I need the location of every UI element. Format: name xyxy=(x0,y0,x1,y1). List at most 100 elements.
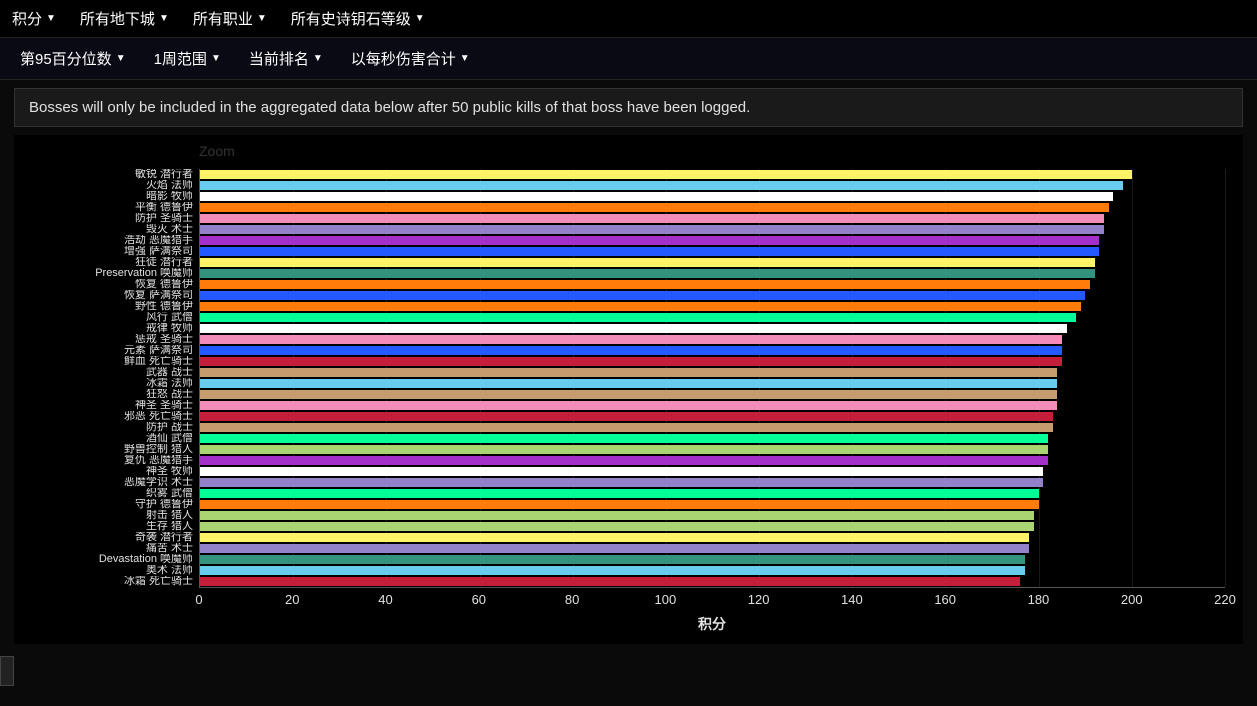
secondary-filter-1[interactable]: 1周范围▼ xyxy=(154,48,221,69)
bar[interactable] xyxy=(200,489,1039,498)
x-tick: 80 xyxy=(565,592,579,607)
bar-row xyxy=(200,499,1225,510)
primary-filter-2[interactable]: 所有职业▼ xyxy=(193,8,267,29)
bar[interactable] xyxy=(200,401,1057,410)
bar-row xyxy=(200,312,1225,323)
bar[interactable] xyxy=(200,423,1053,432)
secondary-filter-3[interactable]: 以每秒伤害合计▼ xyxy=(351,48,470,69)
secondary-filter-bar: 第95百分位数▼ 1周范围▼ 当前排名▼ 以每秒伤害合计▼ xyxy=(0,38,1257,80)
x-tick: 0 xyxy=(195,592,202,607)
spec-label: 邪恶 死亡骑士 xyxy=(24,411,193,422)
bar[interactable] xyxy=(200,500,1039,509)
bar-row xyxy=(200,477,1225,488)
bar[interactable] xyxy=(200,181,1123,190)
bar[interactable] xyxy=(200,258,1095,267)
spec-label: 射击 猎人 xyxy=(24,510,193,521)
bar-row xyxy=(200,268,1225,279)
bar[interactable] xyxy=(200,203,1109,212)
bar[interactable] xyxy=(200,544,1029,553)
bar[interactable] xyxy=(200,478,1043,487)
secondary-filter-2[interactable]: 当前排名▼ xyxy=(249,48,323,69)
bar-row xyxy=(200,169,1225,180)
bar[interactable] xyxy=(200,280,1090,289)
bar[interactable] xyxy=(200,434,1048,443)
caret-down-icon: ▼ xyxy=(46,13,56,24)
caret-down-icon: ▼ xyxy=(257,13,267,24)
bar-row xyxy=(200,389,1225,400)
filter-label: 当前排名 xyxy=(249,48,309,69)
bar-row xyxy=(200,213,1225,224)
grid-line xyxy=(1225,169,1226,587)
bar[interactable] xyxy=(200,214,1104,223)
bar[interactable] xyxy=(200,247,1099,256)
spec-label: 野兽控制 猎人 xyxy=(24,444,193,455)
bar[interactable] xyxy=(200,456,1048,465)
bar-row xyxy=(200,367,1225,378)
bar[interactable] xyxy=(200,192,1113,201)
bar[interactable] xyxy=(200,390,1057,399)
spec-label: 野性 德鲁伊 xyxy=(24,301,193,312)
bar[interactable] xyxy=(200,225,1104,234)
bar[interactable] xyxy=(200,357,1062,366)
bar-row xyxy=(200,180,1225,191)
bar[interactable] xyxy=(200,302,1081,311)
spec-label: Devastation 唤魔师 xyxy=(24,554,193,565)
filter-label: 第95百分位数 xyxy=(20,48,112,69)
bar[interactable] xyxy=(200,533,1029,542)
bar-row xyxy=(200,202,1225,213)
x-tick: 160 xyxy=(934,592,956,607)
spec-label: 增强 萨满祭司 xyxy=(24,246,193,257)
primary-filter-1[interactable]: 所有地下城▼ xyxy=(80,8,169,29)
x-tick: 120 xyxy=(748,592,770,607)
bar-row xyxy=(200,576,1225,587)
spec-label: 守护 德鲁伊 xyxy=(24,499,193,510)
bar[interactable] xyxy=(200,522,1034,531)
bar-row xyxy=(200,400,1225,411)
bar[interactable] xyxy=(200,346,1062,355)
bar-row xyxy=(200,433,1225,444)
spec-label: 神圣 圣骑士 xyxy=(24,400,193,411)
bar[interactable] xyxy=(200,445,1048,454)
bar[interactable] xyxy=(200,313,1076,322)
bar-row xyxy=(200,323,1225,334)
bar-row xyxy=(200,510,1225,521)
bar[interactable] xyxy=(200,335,1062,344)
spec-label: 平衡 德鲁伊 xyxy=(24,202,193,213)
bar[interactable] xyxy=(200,412,1053,421)
bar[interactable] xyxy=(200,291,1085,300)
bar[interactable] xyxy=(200,511,1034,520)
side-widget[interactable] xyxy=(0,656,14,686)
bar[interactable] xyxy=(200,379,1057,388)
filter-label: 以每秒伤害合计 xyxy=(351,48,456,69)
bar-row xyxy=(200,301,1225,312)
x-axis: 020406080100120140160180200220 xyxy=(199,592,1225,612)
bar[interactable] xyxy=(200,368,1057,377)
primary-filter-3[interactable]: 所有史诗钥石等级▼ xyxy=(291,8,425,29)
zoom-label: Zoom xyxy=(199,143,235,159)
primary-filter-bar: 积分▼ 所有地下城▼ 所有职业▼ 所有史诗钥石等级▼ xyxy=(0,0,1257,38)
spec-label: 戒律 牧师 xyxy=(24,323,193,334)
spec-label: 奇袭 潜行者 xyxy=(24,532,193,543)
primary-filter-0[interactable]: 积分▼ xyxy=(12,8,56,29)
bars-region xyxy=(199,169,1225,588)
spec-label: 酒仙 武僧 xyxy=(24,433,193,444)
bar[interactable] xyxy=(200,577,1020,586)
bar[interactable] xyxy=(200,236,1099,245)
spec-label: 敏锐 潜行者 xyxy=(24,169,193,180)
bar-row xyxy=(200,488,1225,499)
bar[interactable] xyxy=(200,467,1043,476)
x-tick: 40 xyxy=(378,592,392,607)
bar[interactable] xyxy=(200,269,1095,278)
spec-label: 冰霜 死亡骑士 xyxy=(24,576,193,587)
spec-label: 冰霜 法师 xyxy=(24,378,193,389)
spec-label: 狂怒 战士 xyxy=(24,389,193,400)
bar-row xyxy=(200,257,1225,268)
bar[interactable] xyxy=(200,324,1067,333)
secondary-filter-0[interactable]: 第95百分位数▼ xyxy=(20,48,126,69)
bar[interactable] xyxy=(200,170,1132,179)
spec-label: 元素 萨满祭司 xyxy=(24,345,193,356)
bar[interactable] xyxy=(200,555,1025,564)
bar[interactable] xyxy=(200,566,1025,575)
bar-row xyxy=(200,466,1225,477)
spec-label: 奥术 法师 xyxy=(24,565,193,576)
